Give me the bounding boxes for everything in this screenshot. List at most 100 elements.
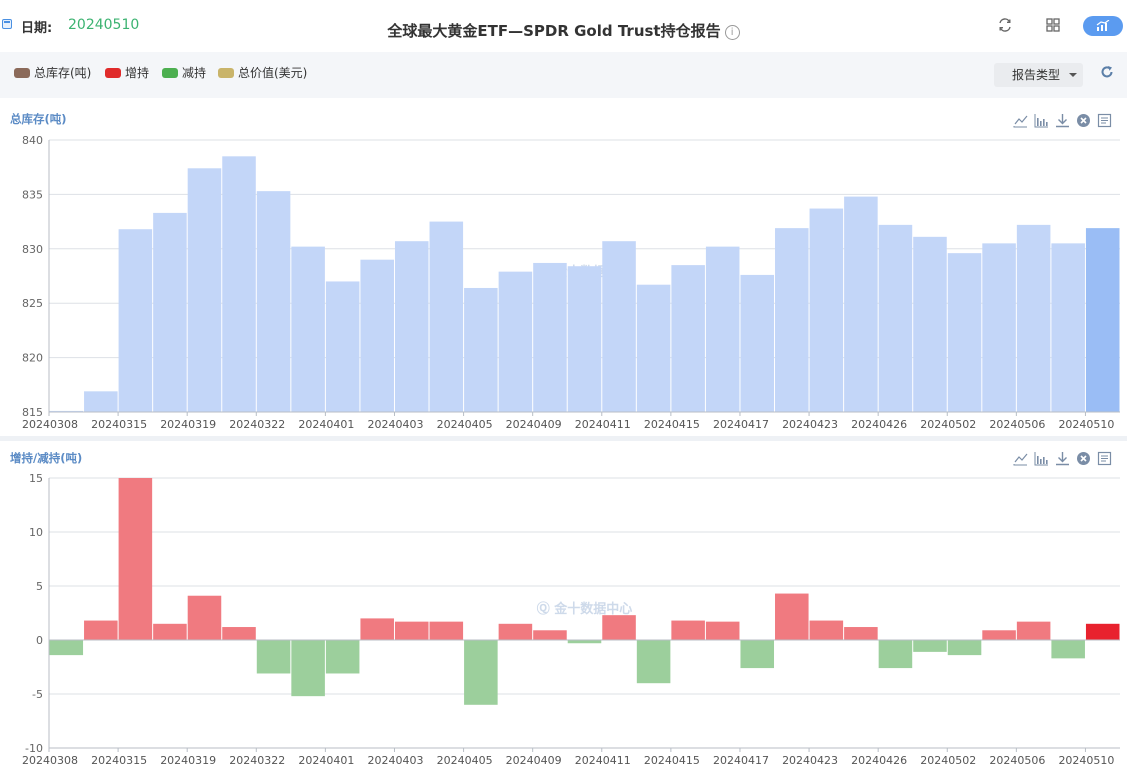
download-icon[interactable] (1055, 451, 1070, 466)
bar (671, 265, 705, 412)
x-tick-label: 20240405 (437, 418, 493, 431)
x-tick-label: 20240506 (989, 754, 1045, 767)
caret-down-icon (1069, 73, 1077, 77)
bar (636, 284, 671, 412)
y-tick-label: 815 (22, 406, 43, 419)
bar (602, 241, 636, 412)
bar (982, 243, 1016, 412)
x-tick-label: 20240403 (367, 418, 423, 431)
x-tick-label: 20240417 (713, 754, 769, 767)
x-tick-label: 20240411 (575, 418, 631, 431)
page-title: 全球最大黄金ETF—SPDR Gold Trust持仓报告 i (0, 20, 1127, 41)
download-icon[interactable] (1055, 113, 1070, 128)
bar (84, 620, 118, 640)
bar (567, 640, 602, 644)
bar (464, 287, 498, 412)
report-type-label: 报告类型 (1012, 68, 1061, 82)
bar (498, 623, 533, 640)
legend-item-decrease[interactable]: 减持 (162, 64, 206, 81)
bar (429, 621, 464, 640)
bar (1085, 623, 1120, 640)
bar (982, 630, 1016, 640)
chart-toolbox (1013, 113, 1112, 128)
legend-item-increase[interactable]: 增持 (105, 64, 149, 81)
legend-label: 总价值(美元) (238, 66, 308, 80)
data-view-icon[interactable] (1097, 113, 1112, 128)
legend-item-total-inventory[interactable]: 总库存(吨) (14, 64, 91, 81)
bar (118, 229, 153, 412)
calendar-icon[interactable] (2, 19, 12, 29)
legend-swatch (162, 68, 178, 78)
x-tick-label: 20240315 (91, 754, 147, 767)
y-tick-label: 825 (22, 297, 43, 310)
x-tick-label: 20240417 (713, 418, 769, 431)
bar (913, 640, 947, 652)
change-chart-panel: 增持/减持(吨) -10 -5 0 5 10 15 Ⓠ 金十数据中心 20240308 2024… (0, 441, 1127, 774)
bar (844, 196, 878, 412)
bar (187, 595, 222, 640)
x-tick-label: 20240423 (782, 754, 838, 767)
bar (809, 620, 844, 640)
x-tick-label: 20240510 (1058, 754, 1114, 767)
x-tick-label: 20240401 (298, 754, 354, 767)
clear-icon[interactable] (1076, 113, 1091, 128)
bar (498, 271, 533, 412)
bar (394, 621, 429, 640)
legend-swatch (14, 68, 30, 78)
y-tick-label: 840 (22, 134, 43, 147)
x-tick-label: 20240308 (22, 418, 78, 431)
x-tick-label: 20240319 (160, 418, 216, 431)
bar (878, 224, 913, 412)
bar-chart-icon[interactable] (1034, 451, 1049, 466)
chart-view-button[interactable] (1083, 16, 1123, 36)
chart-icon (1096, 20, 1110, 31)
y-tick-label: 15 (29, 472, 43, 485)
line-chart-icon[interactable] (1013, 113, 1028, 128)
legend-swatch (218, 68, 234, 78)
bar (705, 621, 740, 640)
chart-toolbox (1013, 451, 1112, 466)
legend-item-total-value[interactable]: 总价值(美元) (218, 64, 307, 81)
refresh-icon[interactable] (996, 17, 1014, 35)
bar (602, 615, 636, 640)
bar (153, 623, 187, 640)
page-title-text: 全球最大黄金ETF—SPDR Gold Trust持仓报告 (387, 22, 721, 40)
bar (947, 640, 982, 656)
inventory-chart-title: 总库存(吨) (10, 112, 67, 126)
bar (671, 620, 705, 640)
bar (705, 246, 740, 412)
bar (222, 627, 256, 640)
y-tick-label: 820 (22, 352, 43, 365)
line-chart-icon[interactable] (1013, 451, 1028, 466)
bar (844, 627, 878, 640)
y-tick-label: -5 (32, 688, 43, 701)
grid-icon[interactable] (1044, 17, 1062, 35)
date-value[interactable]: 20240510 (68, 17, 140, 33)
bar (49, 410, 84, 412)
bar (533, 630, 567, 640)
x-tick-label: 20240322 (229, 754, 285, 767)
bar (913, 236, 947, 412)
y-tick-label: 830 (22, 243, 43, 256)
bar-chart-icon[interactable] (1034, 113, 1049, 128)
reload-icon[interactable] (1100, 65, 1114, 83)
x-tick-label: 20240409 (506, 754, 562, 767)
bar (153, 212, 187, 412)
info-icon[interactable]: i (724, 25, 740, 40)
y-tick-label: 5 (36, 580, 43, 593)
x-tick-label: 20240319 (160, 754, 216, 767)
legend-swatch (105, 68, 121, 78)
bar (84, 391, 118, 412)
bar (222, 156, 256, 412)
bar (878, 640, 913, 669)
bar (1085, 228, 1120, 412)
report-type-dropdown[interactable]: 报告类型 (994, 63, 1083, 87)
x-tick-label: 20240506 (989, 418, 1045, 431)
x-tick-label: 20240315 (91, 418, 147, 431)
data-view-icon[interactable] (1097, 451, 1112, 466)
clear-icon[interactable] (1076, 451, 1091, 466)
legend-label: 总库存(吨) (34, 66, 92, 80)
x-tick-label: 20240510 (1058, 418, 1114, 431)
inventory-chart-panel: 总库存(吨) 815820825830835840Ⓠ 金十数据中心2024030… (0, 100, 1127, 436)
y-tick-label: 835 (22, 188, 43, 201)
